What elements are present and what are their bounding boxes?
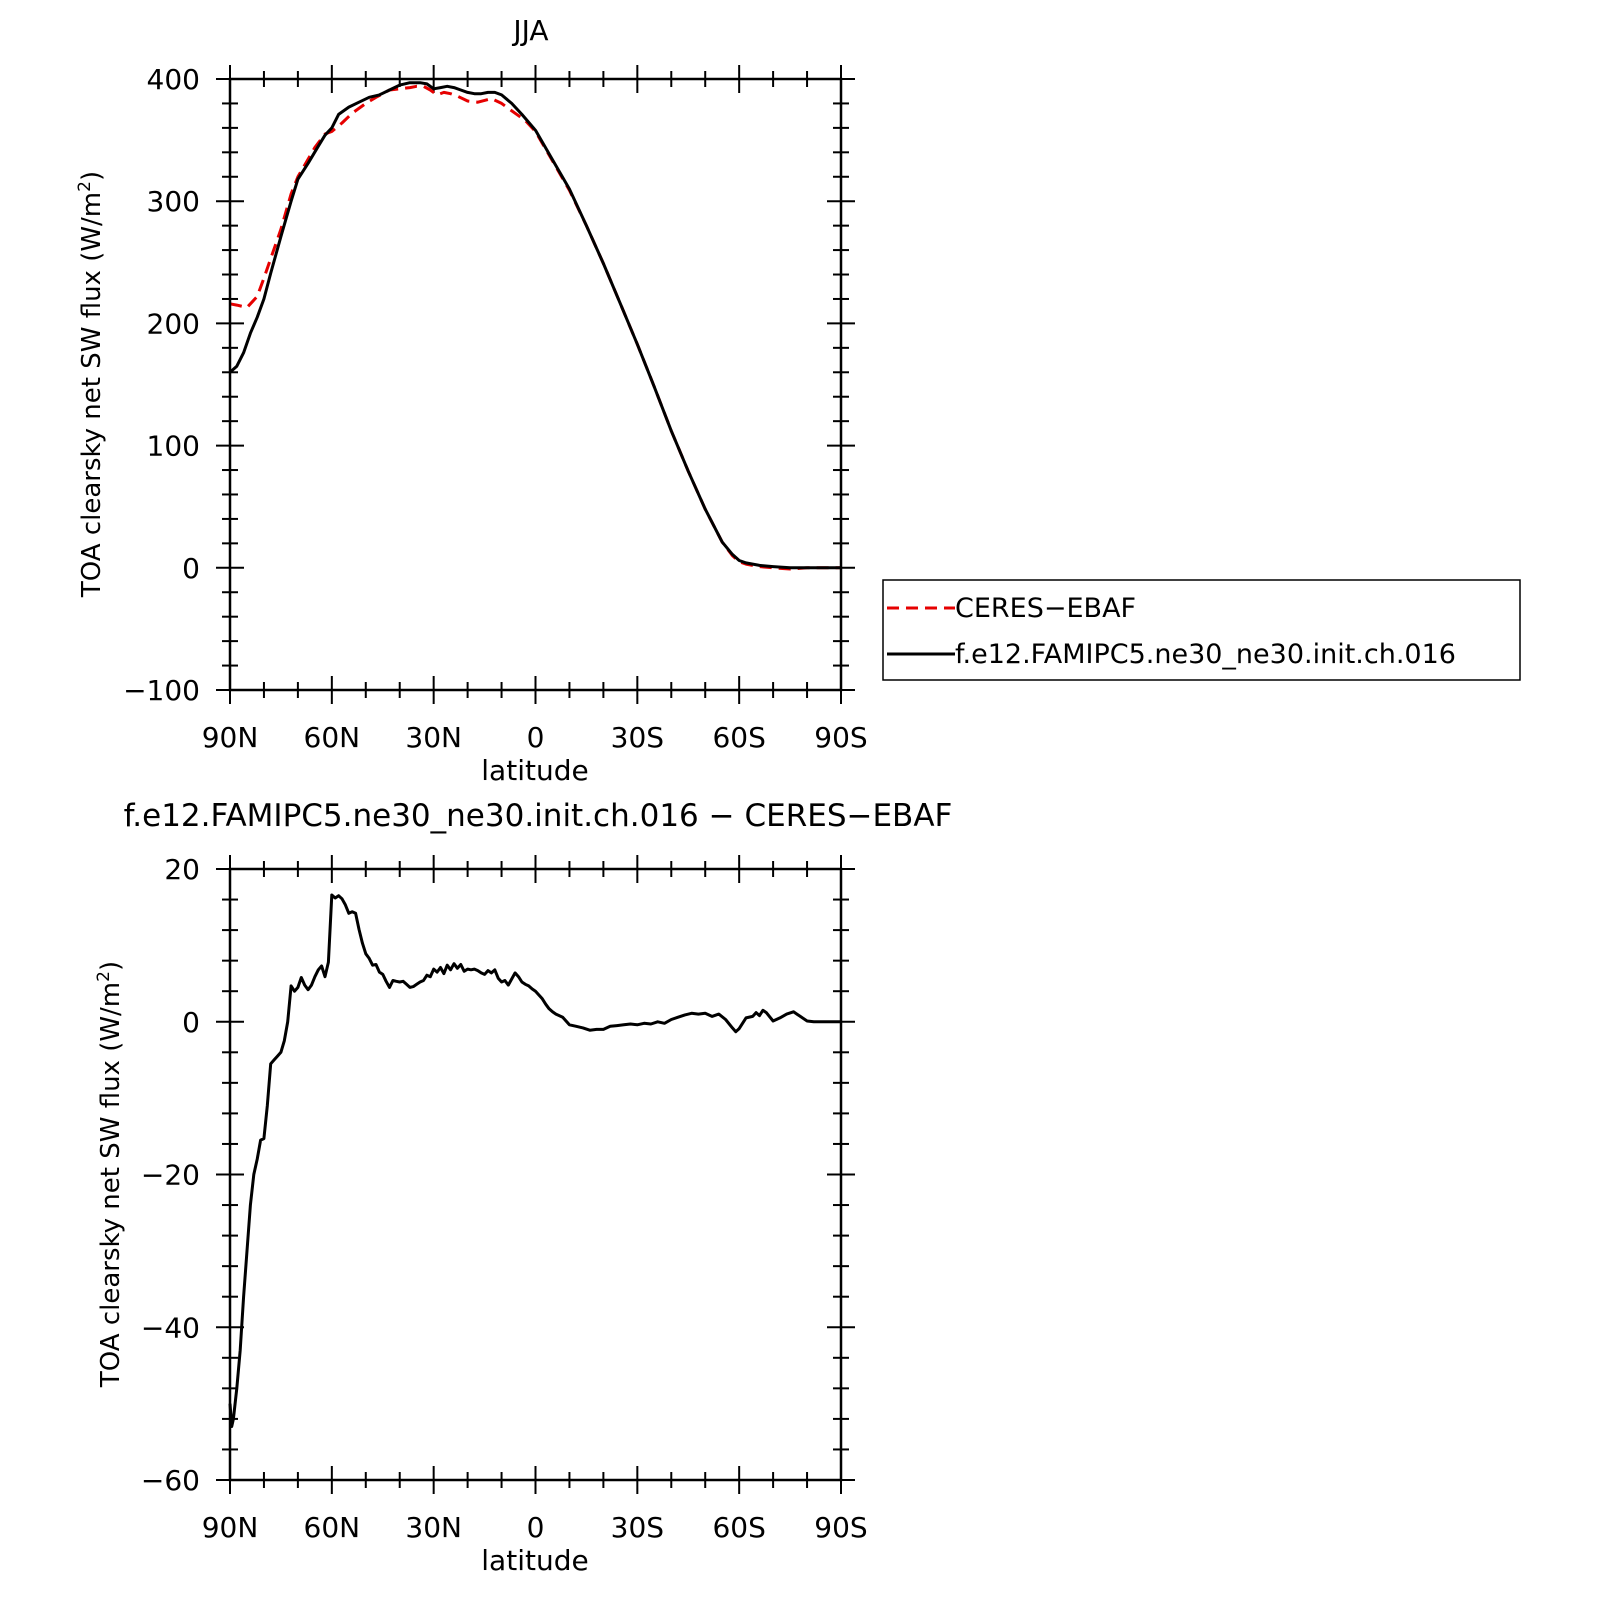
bottom-chart-y-axis-label: TOA clearsky net SW flux (W/m2) xyxy=(94,961,126,1388)
y-tick-label: 300 xyxy=(147,185,200,218)
bottom-chart-frame xyxy=(228,867,843,1482)
bottom-chart-x-tick-labels: 90N 60N 30N 0 30S 60S 90S xyxy=(202,1511,868,1544)
top-chart-y-axis-label-close: ) xyxy=(77,171,107,181)
bottom-chart-x-axis-label: latitude xyxy=(481,1544,588,1577)
bottom-chart-series xyxy=(228,893,841,1428)
legend-entry-0-label: CERES−EBAF xyxy=(955,593,1136,624)
x-tick-label: 30N xyxy=(405,1511,462,1544)
y-tick-label: 20 xyxy=(164,853,200,886)
top-chart-series xyxy=(228,81,841,571)
top-chart-y-axis-label: TOA clearsky net SW flux (W/m2) xyxy=(75,171,107,598)
y-tick-label: −20 xyxy=(141,1159,200,1192)
x-tick-label: 30S xyxy=(611,1511,664,1544)
top-chart-y-axis-label-superscript: 2 xyxy=(75,181,95,192)
y-tick-label: 0 xyxy=(182,552,200,585)
bottom-chart-y-axis-label-close: ) xyxy=(96,961,126,971)
y-tick-label: −100 xyxy=(123,674,200,707)
legend-box xyxy=(882,579,1521,681)
x-tick-label: 30S xyxy=(611,721,664,754)
top-chart-x-axis-label: latitude xyxy=(481,754,588,787)
top-chart-frame xyxy=(228,77,843,692)
x-tick-label: 60N xyxy=(304,721,361,754)
x-tick-label: 60S xyxy=(712,721,765,754)
y-tick-label: −40 xyxy=(141,1311,200,1344)
bottom-chart-y-axis-label-superscript: 2 xyxy=(94,971,114,982)
x-tick-label: 90N xyxy=(202,1511,259,1544)
x-tick-label: 60N xyxy=(304,1511,361,1544)
top-chart-y-tick-labels: −100 0 100 200 300 400 xyxy=(123,63,200,707)
x-tick-label: 30N xyxy=(405,721,462,754)
legend-entry-1-label: f.e12.FAMIPC5.ne30_ne30.init.ch.016 xyxy=(955,639,1456,670)
top-chart-x-tick-labels: 90N 60N 30N 0 30S 60S 90S xyxy=(202,721,868,754)
x-tick-label: 90S xyxy=(814,721,867,754)
bottom-chart-y-axis-label-main: TOA clearsky net SW flux (W/m xyxy=(96,982,126,1388)
x-tick-label: 90N xyxy=(202,721,259,754)
y-tick-label: −60 xyxy=(141,1464,200,1497)
bottom-chart-title: f.e12.FAMIPC5.ne30_ne30.init.ch.016 − CE… xyxy=(124,798,953,834)
series-line-1 xyxy=(228,81,841,570)
bottom-chart-y-tick-labels: −60 −40 −20 0 20 xyxy=(141,853,200,1497)
bottom-chart-panel: f.e12.FAMIPC5.ne30_ne30.init.ch.016 − CE… xyxy=(94,798,952,1577)
y-tick-label: 0 xyxy=(182,1006,200,1039)
x-tick-label: 0 xyxy=(527,1511,545,1544)
y-tick-label: 100 xyxy=(147,430,200,463)
legend: CERES−EBAF f.e12.FAMIPC5.ne30_ne30.init.… xyxy=(882,579,1521,681)
x-tick-label: 0 xyxy=(527,721,545,754)
x-tick-label: 90S xyxy=(814,1511,867,1544)
y-tick-label: 400 xyxy=(147,63,200,96)
x-tick-label: 60S xyxy=(712,1511,765,1544)
top-chart-y-axis-label-main: TOA clearsky net SW flux (W/m xyxy=(77,192,107,598)
bottom-chart-ticks xyxy=(216,855,855,1494)
series-line-0 xyxy=(228,893,841,1428)
series-line-0 xyxy=(229,84,841,571)
top-chart-ticks xyxy=(216,65,855,704)
top-chart-title: JJA xyxy=(511,14,548,47)
y-tick-label: 200 xyxy=(147,307,200,340)
